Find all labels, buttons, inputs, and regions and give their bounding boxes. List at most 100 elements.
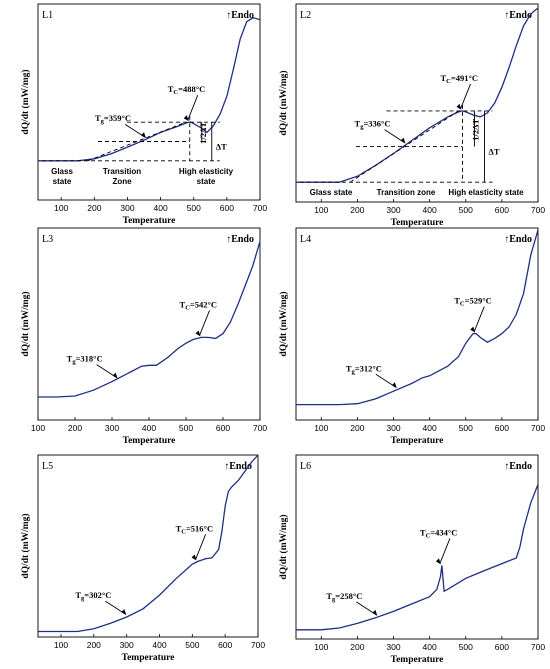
x-tick-label: 600 (495, 642, 509, 652)
x-tick-label: 300 (105, 423, 119, 433)
x-tick-label: 200 (87, 203, 101, 213)
plot-frame (295, 227, 539, 421)
x-tick-label: 400 (152, 640, 166, 650)
panel-label: L4 (300, 234, 311, 245)
x-tick-label: 700 (253, 423, 267, 433)
x-axis-title: Temperature (391, 655, 444, 665)
panel-l1: 100 200 300 400 500 600 700 Temperature dQ/dt (m… (20, 3, 267, 226)
x-axis-title: Temperature (391, 436, 444, 446)
endo-label: ↑Endo (226, 10, 254, 21)
x-tick-label: 200 (350, 423, 364, 433)
panel-l4: 100 200 300 400 500 600 700 Temperature dQ/dt (m… (278, 227, 545, 446)
y-axis-title: dQ/dt (mW/mg) (278, 291, 289, 356)
arrow-head (400, 137, 406, 144)
panel-l6: 100 200 300 400 500 600 700 Temperature dQ/dt (m… (278, 454, 545, 665)
x-tick-label: 700 (531, 642, 545, 652)
zone-high-2: state (197, 177, 216, 186)
arrow-head (391, 382, 397, 389)
dsc-curve (38, 454, 259, 633)
x-tick-label: 500 (187, 203, 201, 213)
panel-l2: 100 200 300 400 500 600 700 Temperature dQ/dt (m… (278, 3, 545, 228)
tc-label: TC=491°C (441, 73, 479, 85)
x-tick-label: 100 (54, 640, 68, 650)
tg-label: Tg=302°C (75, 590, 111, 602)
arrow-head (195, 330, 201, 337)
x-tick-label: 400 (423, 423, 437, 433)
tangent-dash (349, 110, 459, 183)
tc-label: TC=542°C (180, 299, 218, 311)
plot-frame (295, 454, 539, 640)
x-axis-title: Temperature (391, 218, 444, 228)
x-tick-label: 300 (386, 205, 400, 215)
x-tick-label: 500 (185, 640, 199, 650)
zone-high: High elasticity (179, 167, 234, 176)
zone-glass: Glass (51, 167, 73, 176)
delta-t-label: ΔT (489, 147, 500, 157)
panel-label: L2 (300, 10, 311, 21)
x-tick-label: 500 (179, 423, 193, 433)
x-tick-label: 300 (386, 642, 400, 652)
x-tick-label: 100 (54, 203, 68, 213)
y-axis-title: dQ/dt (mW/mg) (278, 70, 289, 135)
zone-transition-2: Zone (112, 177, 132, 186)
tc-label: TC=516°C (176, 523, 214, 535)
dsc-curve (296, 229, 539, 406)
annotation-arrow (460, 83, 471, 110)
y-axis-title: dQ/dt (mW/mg) (278, 514, 289, 579)
endo-label: ↑Endo (224, 461, 252, 472)
zone-glass: Glass state (310, 188, 353, 197)
annotation-arrow (439, 538, 451, 564)
tg-label: Tg=318°C (67, 354, 103, 366)
endo-label: ↑Endo (226, 234, 254, 245)
tg-label: Tg=336°C (355, 119, 391, 131)
arrow-head (372, 609, 378, 616)
zone-transition: Transition zone (377, 188, 436, 197)
plot-frame (37, 454, 259, 638)
panel-l5: 100 200 300 400 500 600 700 Temperature dQ/dt (m… (20, 454, 265, 663)
tg-label: Tg=312°C (346, 363, 382, 375)
x-tick-label: 200 (350, 642, 364, 652)
arrow-head (435, 558, 441, 565)
x-tick-label: 500 (459, 205, 473, 215)
tg-label: Tg=258°C (326, 591, 362, 603)
tc-label: TC=529°C (454, 296, 492, 308)
annotation-arrow (473, 306, 485, 332)
x-tick-label: 300 (386, 423, 400, 433)
panel-label: L1 (42, 10, 53, 21)
panel-label: L3 (42, 234, 53, 245)
x-tick-label: 600 (216, 423, 230, 433)
half-delta-t-label: 1/2ΔT (471, 119, 481, 141)
dsc-curve (38, 241, 261, 398)
arrow-head (456, 103, 462, 110)
x-tick-label: 100 (31, 423, 45, 433)
tg-label: Tg=359°C (95, 113, 131, 125)
x-tick-label: 700 (253, 203, 267, 213)
x-tick-label: 300 (120, 640, 134, 650)
x-tick-label: 400 (154, 203, 168, 213)
x-tick-label: 200 (68, 423, 82, 433)
x-tick-label: 700 (531, 205, 545, 215)
zone-glass-2: state (53, 177, 72, 186)
annotation-arrow (199, 310, 210, 336)
panel-label: L6 (300, 461, 311, 472)
endo-label: ↑Endo (504, 10, 532, 21)
tangent-dash (87, 121, 186, 162)
x-tick-label: 400 (423, 642, 437, 652)
plot-frame (37, 3, 261, 201)
tc-label: TC=488°C (168, 84, 206, 96)
y-axis-title: dQ/dt (mW/mg) (20, 513, 31, 578)
x-tick-label: 500 (459, 423, 473, 433)
x-tick-label: 100 (314, 423, 328, 433)
half-delta-t-label: 1/2ΔT (198, 122, 208, 144)
arrow-head (121, 609, 127, 616)
x-tick-label: 700 (531, 423, 545, 433)
dsc-curve (38, 16, 261, 162)
x-axis-title: Temperature (123, 436, 176, 446)
zone-transition: Transition (103, 167, 141, 176)
x-tick-label: 400 (423, 205, 437, 215)
x-tick-label: 600 (218, 640, 232, 650)
arrow-head (112, 372, 118, 379)
x-tick-label: 700 (251, 640, 265, 650)
x-axis-title: Temperature (123, 216, 176, 226)
tc-label: TC=434°C (420, 527, 458, 539)
